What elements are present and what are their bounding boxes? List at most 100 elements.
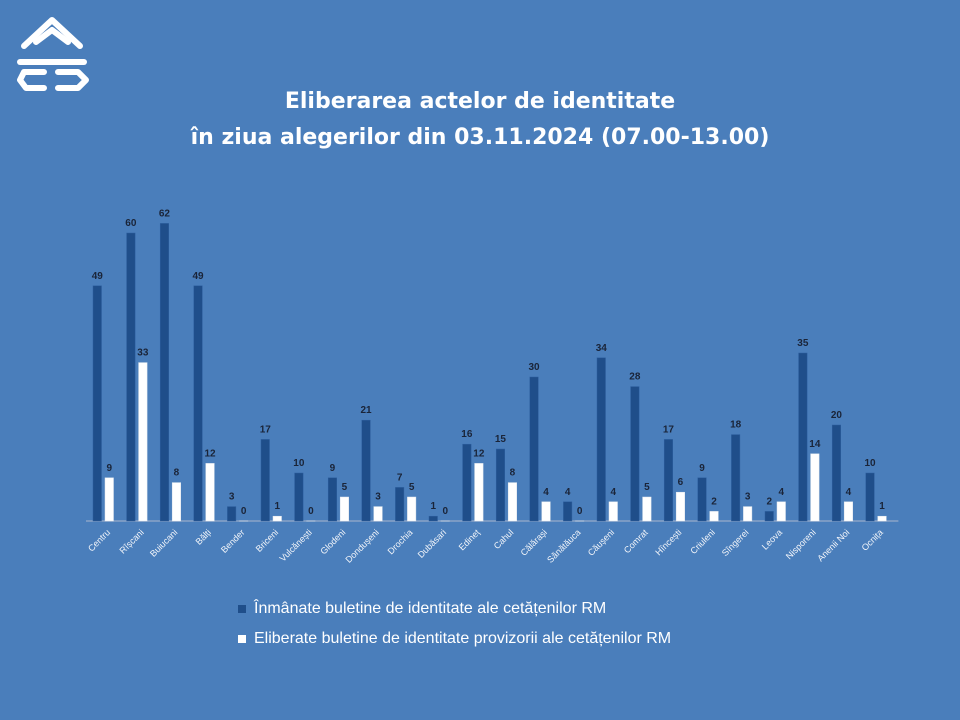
bar-series-1-15: [596, 357, 606, 522]
x-tick-label-17: Hîncești: [653, 527, 683, 557]
data-label-series-2-18: 2: [711, 496, 717, 507]
x-tick-label-13: Călărași: [519, 527, 549, 557]
x-tick-label-15: Căușeni: [586, 527, 616, 557]
data-label-series-1-12: 15: [495, 434, 507, 445]
data-label-series-2-8: 3: [375, 492, 381, 503]
data-label-series-1-8: 21: [360, 405, 372, 416]
data-label-series-1-10: 1: [430, 501, 436, 512]
x-tick-label-22: Anenii Noi: [815, 527, 851, 563]
data-label-series-2-17: 6: [678, 477, 684, 488]
bar-series-1-1: [126, 232, 136, 522]
bar-series-2-19: [743, 506, 753, 522]
bar-series-1-7: [327, 477, 337, 522]
bar-series-1-19: [731, 434, 741, 522]
data-label-series-1-19: 18: [730, 420, 742, 431]
x-tick-label-8: Dondușeni: [344, 527, 381, 564]
data-label-series-2-21: 14: [809, 439, 821, 450]
bar-series-2-16: [642, 496, 652, 522]
bar-series-1-17: [663, 439, 673, 522]
bar-series-2-12: [507, 482, 517, 522]
bar-series-2-2: [171, 482, 181, 522]
data-label-series-1-11: 16: [461, 429, 473, 440]
bar-series-2-15: [608, 501, 618, 522]
data-label-series-1-20: 2: [766, 496, 772, 507]
data-label-series-2-9: 5: [409, 482, 415, 493]
data-label-series-1-18: 9: [699, 463, 705, 474]
bar-series-1-9: [395, 487, 405, 522]
data-label-series-2-2: 8: [174, 468, 180, 479]
bar-series-1-8: [361, 419, 371, 522]
legend-item-series-1: Înmânate buletine de identitate ale cetă…: [238, 594, 671, 624]
bar-series-2-23: [877, 515, 887, 522]
data-label-series-2-23: 1: [879, 501, 885, 512]
legend-item-series-2: Eliberate buletine de identitate provizo…: [238, 624, 671, 654]
data-label-series-2-14: 0: [577, 506, 583, 517]
bar-series-1-4: [227, 506, 237, 522]
bar-series-2-7: [339, 496, 349, 522]
bar-series-2-0: [104, 477, 114, 522]
data-label-series-2-1: 33: [137, 348, 149, 359]
bar-series-2-21: [810, 453, 820, 522]
data-label-series-2-12: 8: [510, 468, 516, 479]
data-label-series-1-22: 20: [831, 410, 843, 421]
data-label-series-2-11: 12: [473, 448, 485, 459]
bar-series-1-5: [260, 439, 270, 522]
bar-series-2-5: [272, 515, 282, 522]
x-tick-label-2: Buiucani: [148, 527, 179, 558]
bar-series-2-1: [138, 362, 148, 522]
data-label-series-1-7: 9: [330, 463, 336, 474]
bar-series-2-11: [474, 463, 484, 522]
bar-series-2-22: [843, 501, 853, 522]
legend: Înmânate buletine de identitate ale cetă…: [238, 594, 671, 654]
bar-series-1-3: [193, 285, 203, 522]
data-label-series-1-3: 49: [192, 271, 204, 282]
x-tick-label-7: Glodeni: [318, 527, 347, 556]
bar-series-1-2: [159, 223, 169, 522]
x-tick-label-23: Ocnița: [860, 527, 885, 552]
bar-series-1-10: [428, 515, 438, 522]
data-label-series-2-10: 0: [442, 506, 448, 517]
bar-series-1-0: [92, 285, 102, 522]
bar-chart: 499Centru6033Rîșcani628Buiucani4912Bălți…: [86, 208, 899, 565]
bar-series-1-6: [294, 472, 304, 522]
bar-series-1-16: [630, 386, 640, 522]
bar-series-2-17: [675, 491, 685, 522]
data-label-series-2-20: 4: [778, 487, 784, 498]
x-tick-label-14: Sănătăuca: [545, 527, 583, 565]
data-label-series-2-0: 9: [106, 463, 112, 474]
legend-swatch-series-1: [238, 605, 246, 613]
bar-series-2-8: [373, 506, 383, 522]
data-label-series-1-2: 62: [159, 208, 171, 219]
data-label-series-2-3: 12: [204, 448, 216, 459]
x-tick-label-10: Dubăsari: [416, 527, 449, 560]
data-label-series-1-4: 3: [229, 492, 235, 503]
bar-series-2-18: [709, 511, 719, 522]
x-tick-label-21: Nisporeni: [784, 527, 818, 561]
data-label-series-1-23: 10: [864, 458, 876, 469]
x-tick-label-3: Bălți: [194, 527, 213, 546]
bar-series-1-14: [563, 501, 573, 522]
data-label-series-2-5: 1: [274, 501, 280, 512]
bar-series-2-9: [407, 496, 417, 522]
bar-series-1-13: [529, 376, 539, 522]
chart-title: Eliberarea actelor de identitate în ziua…: [0, 84, 960, 156]
data-label-series-1-13: 30: [528, 362, 540, 373]
data-label-series-2-6: 0: [308, 506, 314, 517]
x-tick-label-16: Comrat: [622, 527, 650, 555]
data-label-series-1-5: 17: [260, 424, 272, 435]
data-label-series-2-19: 3: [745, 492, 751, 503]
x-tick-label-9: Drochia: [386, 527, 415, 556]
legend-swatch-series-2: [238, 635, 246, 643]
x-tick-label-18: Criuleni: [688, 527, 717, 556]
data-label-series-1-1: 60: [125, 218, 137, 229]
legend-label-series-2: Eliberate buletine de identitate provizo…: [254, 630, 672, 647]
data-label-series-1-9: 7: [397, 472, 403, 483]
x-tick-label-11: Edineț: [457, 527, 482, 552]
data-label-series-2-22: 4: [846, 487, 852, 498]
x-tick-label-4: Bender: [219, 527, 247, 555]
data-label-series-2-13: 4: [543, 487, 549, 498]
data-label-series-1-17: 17: [663, 424, 675, 435]
bar-series-1-22: [831, 424, 841, 522]
bar-series-1-12: [495, 448, 505, 522]
legend-label-series-1: Înmânate buletine de identitate ale cetă…: [254, 600, 607, 617]
